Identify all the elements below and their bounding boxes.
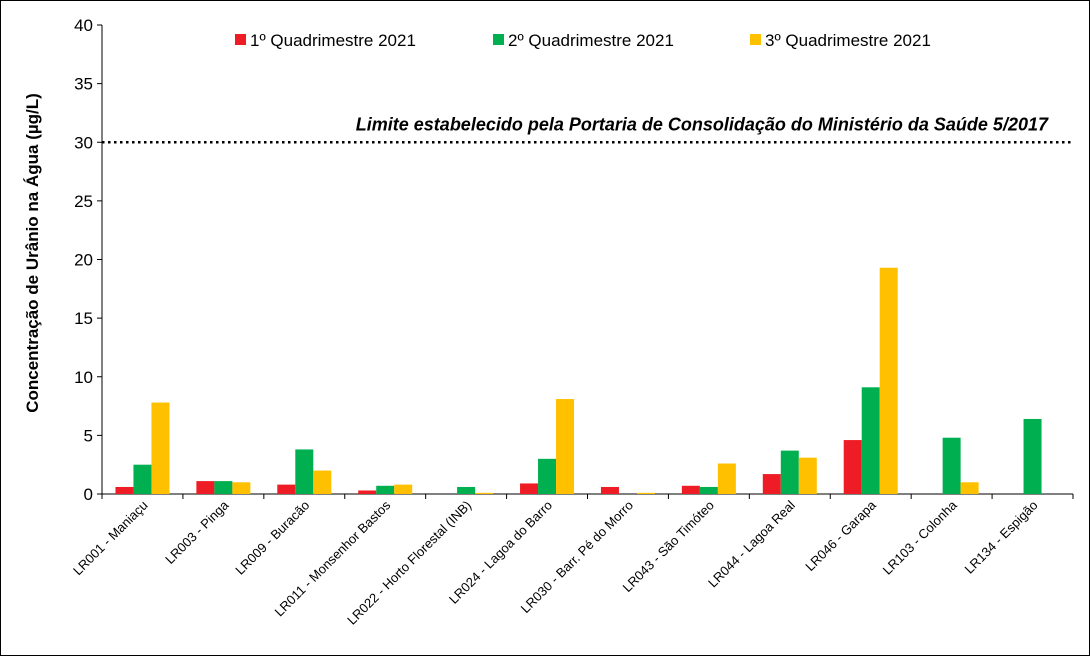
x-tick-label: LR046 - Garapa	[802, 497, 879, 574]
bar	[358, 490, 377, 494]
bar	[600, 486, 619, 494]
y-tick-label: 20	[74, 251, 93, 270]
y-tick-label: 35	[74, 75, 93, 94]
bar	[681, 485, 700, 494]
x-tick-label: LR044 - Lagoa Real	[705, 497, 798, 590]
bar	[115, 486, 134, 494]
bar	[879, 267, 898, 494]
bar	[232, 482, 251, 494]
bar	[457, 486, 476, 494]
bar	[313, 470, 332, 494]
bar	[133, 464, 152, 494]
bar	[196, 481, 215, 494]
legend-swatch	[750, 34, 761, 45]
bar	[699, 486, 718, 494]
bar	[538, 458, 557, 494]
legend-swatch	[493, 34, 504, 45]
bars	[115, 267, 1042, 494]
x-tick-label: LR001 - Maniaçu	[70, 498, 151, 579]
bar	[1023, 418, 1042, 494]
bar	[520, 483, 539, 494]
y-tick-label: 15	[74, 309, 93, 328]
x-tick-label: LR009 - Buracão	[232, 498, 312, 578]
bar	[277, 484, 296, 494]
reference-line-label: Limite estabelecido pela Portaria de Con…	[356, 114, 1049, 134]
y-axis-label: Concentração de Urânio na Água (µg/L)	[23, 93, 42, 413]
legend: 1º Quadrimestre 2021 2º Quadrimestre 2021…	[235, 31, 931, 50]
y-tick-label: 0	[84, 485, 93, 504]
reference-line-group: Limite estabelecido pela Portaria de Con…	[102, 114, 1073, 144]
bar	[942, 437, 961, 494]
legend-label: 1º Quadrimestre 2021	[250, 31, 416, 50]
y-tick-label: 25	[74, 192, 93, 211]
legend-label: 3º Quadrimestre 2021	[765, 31, 931, 50]
bar	[295, 449, 314, 494]
x-tick-label: LR003 - Pinga	[162, 497, 232, 567]
bar	[717, 463, 736, 494]
bar	[214, 481, 233, 494]
bar	[861, 387, 880, 494]
legend-label: 2º Quadrimestre 2021	[508, 31, 674, 50]
bar	[636, 492, 655, 494]
bar	[394, 484, 413, 494]
y-tick-label: 10	[74, 368, 93, 387]
bar	[960, 482, 979, 494]
bar	[780, 450, 799, 494]
legend-swatch	[235, 34, 246, 45]
axes: 0 5 10 15 20 25 30 35 40 LR001 - Maniaçu LR003 - P…	[70, 16, 1074, 628]
bar	[762, 474, 781, 494]
bar	[376, 485, 395, 494]
y-tick-label: 5	[84, 426, 93, 445]
bar	[475, 492, 494, 494]
x-tick-label: LR103 - Colonha	[880, 497, 961, 578]
bar	[556, 399, 575, 494]
x-tick-label: LR134 - Espigão	[962, 498, 1041, 577]
bar	[151, 402, 170, 494]
x-tick-label: LR043 - São Timóteo	[620, 498, 717, 595]
bar	[843, 440, 862, 494]
bar	[798, 457, 817, 494]
y-tick-label: 30	[74, 133, 93, 152]
y-tick-label: 40	[74, 16, 93, 35]
